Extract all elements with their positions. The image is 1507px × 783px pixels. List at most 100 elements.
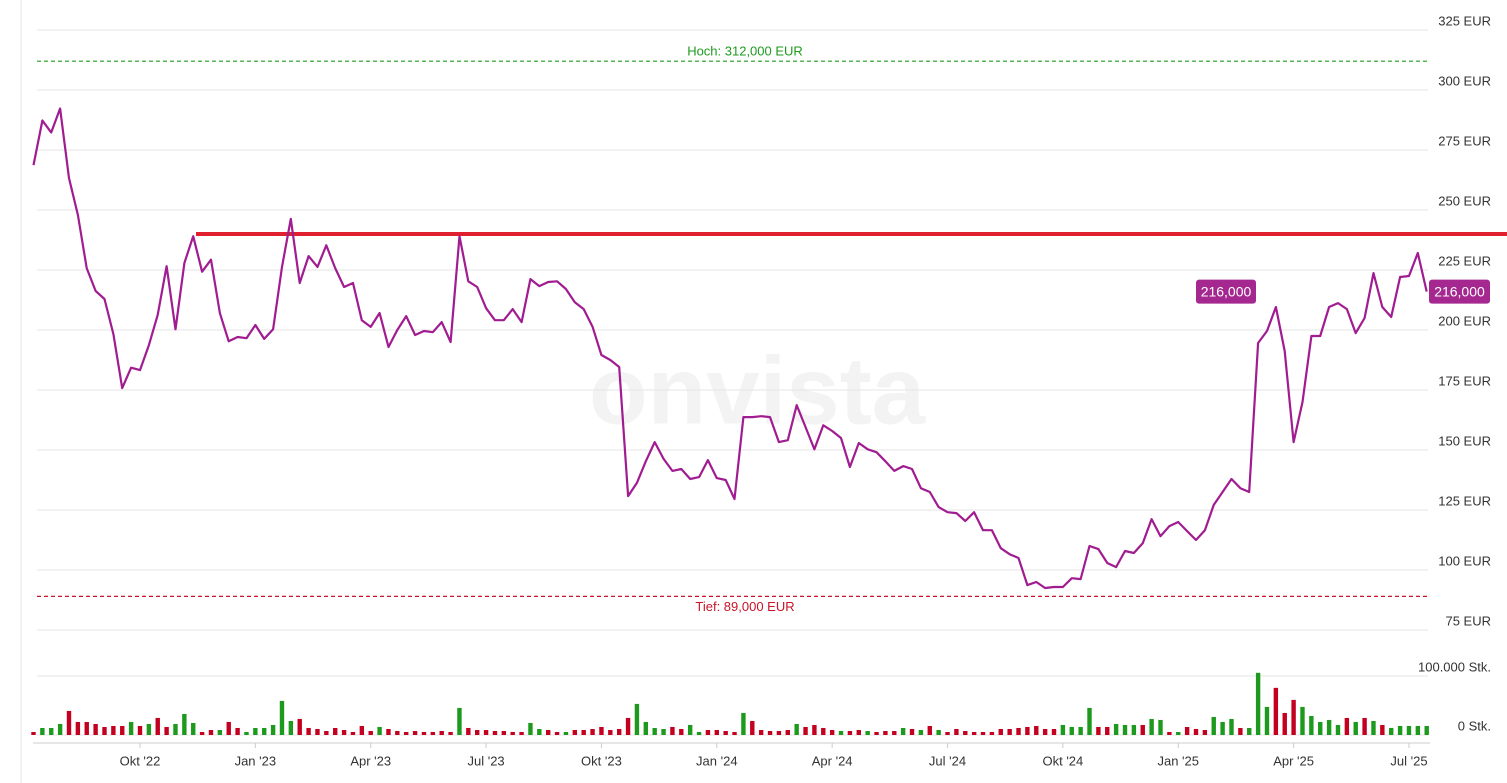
volume-bar <box>1158 719 1163 735</box>
volume-bar <box>270 724 276 735</box>
volume-tick-label: 100.000 Stk. <box>1418 659 1491 674</box>
y-tick-label: 275 EUR <box>1438 133 1491 148</box>
y-tick-label: 100 EUR <box>1438 553 1491 568</box>
volume-bar <box>226 721 231 735</box>
volume-bar <box>75 721 81 735</box>
volume-bar <box>1113 723 1119 735</box>
volume-bar <box>1318 721 1323 735</box>
last-price-label: 216,000 <box>1434 283 1485 299</box>
volume-bar <box>1273 687 1279 735</box>
volume-bar <box>1229 718 1234 735</box>
volume-bar <box>679 728 684 735</box>
volume-bar <box>874 731 879 735</box>
volume-bar <box>661 728 666 735</box>
volume-bar <box>412 730 418 735</box>
x-tick-label: Apr '23 <box>350 753 391 768</box>
volume-bar <box>1255 672 1261 735</box>
volume-bar <box>821 727 826 735</box>
volume-bar <box>883 730 888 735</box>
volume-bar <box>306 727 311 735</box>
volume-bar <box>1220 721 1225 735</box>
volume-bar <box>1140 724 1145 735</box>
volume-bar <box>1060 724 1066 735</box>
volume-bar <box>164 726 169 735</box>
volume-bar <box>324 730 329 735</box>
x-tick-label: Okt '24 <box>1042 753 1083 768</box>
volume-bar <box>758 729 764 735</box>
volume-bar <box>856 729 861 735</box>
volume-bar <box>989 731 995 735</box>
volume-bar <box>954 728 959 735</box>
volume-bar <box>1025 726 1030 735</box>
volume-bar <box>1344 717 1350 735</box>
high-label: Hoch: 312,000 EUR <box>687 44 803 59</box>
volume-bar <box>1087 707 1092 735</box>
volume-bar <box>1353 721 1358 735</box>
volume-bar <box>1202 729 1208 735</box>
x-tick-label: Jul '25 <box>1390 753 1427 768</box>
volume-bar <box>696 731 702 735</box>
volume-bar <box>297 718 302 735</box>
volume-bar <box>643 721 649 735</box>
volume-bar <box>590 728 595 735</box>
volume-bar <box>732 731 737 735</box>
volume-bar <box>386 728 391 735</box>
volume-bar <box>519 731 524 735</box>
volume-bar <box>838 730 844 735</box>
x-tick-label: Apr '24 <box>812 753 853 768</box>
volume-bar <box>1007 728 1012 735</box>
y-tick-label: 175 EUR <box>1438 373 1491 388</box>
volume-bar <box>1424 725 1429 735</box>
y-tick-label: 125 EUR <box>1438 493 1491 508</box>
volume-bar <box>1389 727 1394 735</box>
volume-bar <box>84 721 89 735</box>
volume-bar <box>421 731 427 735</box>
volume-bar <box>1069 726 1074 735</box>
volume-bar <box>900 727 906 735</box>
volume-bar <box>1105 726 1110 735</box>
volume-bar <box>111 725 116 735</box>
volume-bar <box>563 731 569 735</box>
volume-bar <box>341 729 347 735</box>
y-tick-label: 250 EUR <box>1438 193 1491 208</box>
volume-bar <box>1131 724 1137 735</box>
volume-bar <box>244 731 249 735</box>
volume-bar <box>1193 728 1199 735</box>
volume-bar <box>208 729 214 735</box>
volume-bar <box>528 722 533 735</box>
volume-bar <box>847 730 853 735</box>
volume-bar <box>235 727 240 735</box>
price-line <box>32 107 1428 590</box>
last-price-label: 216,000 <box>1201 283 1252 299</box>
volume-bar <box>812 724 817 735</box>
volume-bar <box>1149 718 1154 735</box>
volume-bar <box>652 727 657 735</box>
volume-bar <box>537 728 542 735</box>
volume-bar <box>368 730 373 735</box>
volume-bar <box>182 713 187 735</box>
watermark: onvista <box>589 337 926 444</box>
volume-bar <box>1415 725 1421 735</box>
volume-bar <box>776 730 782 735</box>
volume-bar <box>217 729 223 735</box>
x-tick-label: Apr '25 <box>1273 753 1314 768</box>
x-tick-label: Jan '23 <box>235 753 277 768</box>
volume-bar <box>475 729 480 735</box>
volume-bar <box>980 731 986 735</box>
volume-bar <box>1282 712 1287 735</box>
volume-bar <box>49 727 54 735</box>
volume-bar <box>1034 725 1039 735</box>
volume-bar <box>1335 724 1341 735</box>
volume-bar <box>40 727 45 735</box>
volume-bar <box>146 723 152 735</box>
volume-bar <box>350 731 356 735</box>
volume-bar <box>670 726 675 735</box>
volume-bar <box>705 729 711 735</box>
x-tick-label: Jan '24 <box>696 753 738 768</box>
volume-bar <box>1078 726 1083 735</box>
volume-bar <box>128 721 134 735</box>
volume-bar <box>501 730 507 735</box>
volume-bar <box>608 729 613 735</box>
volume-bar <box>191 722 196 735</box>
